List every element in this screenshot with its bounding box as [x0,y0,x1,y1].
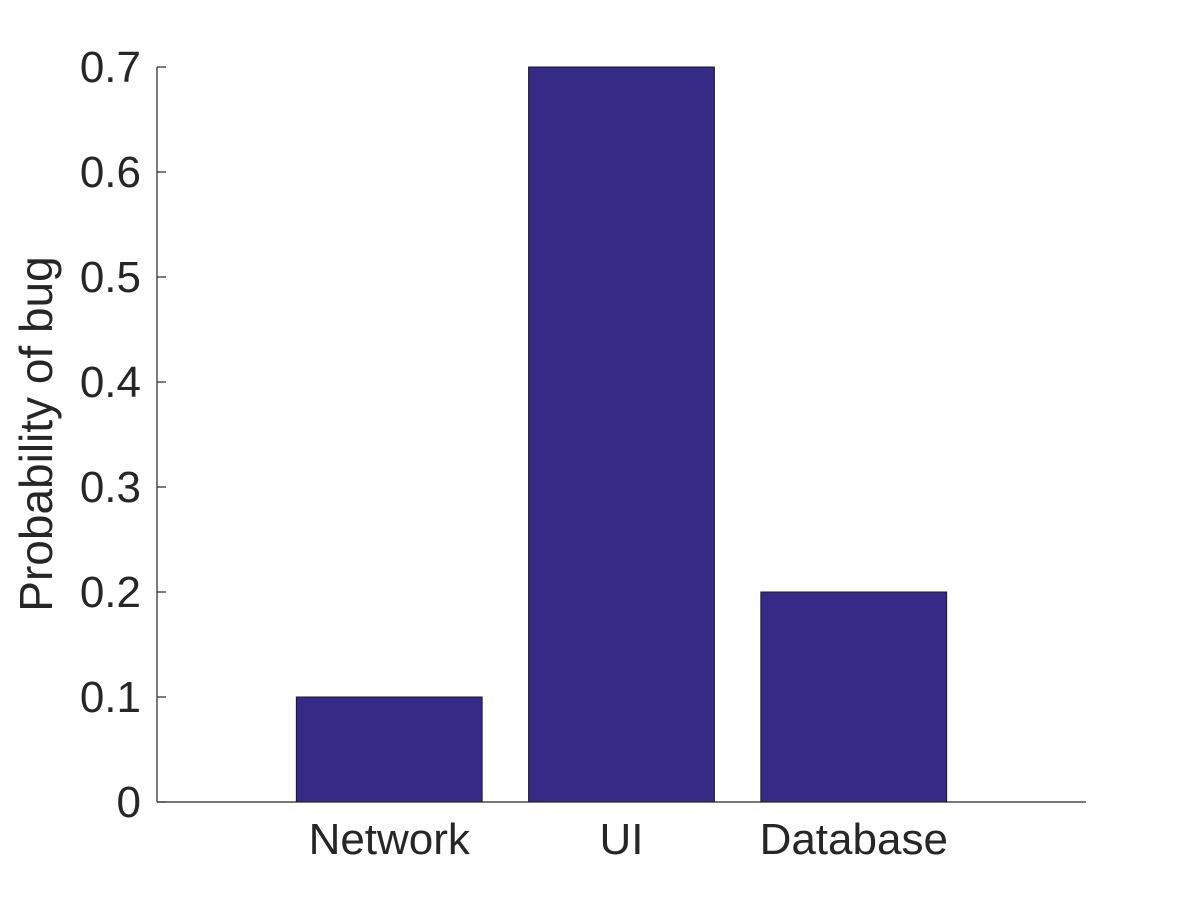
y-tick-label: 0.2 [80,568,141,617]
y-tick-label: 0 [117,778,141,827]
y-tick-label: 0.4 [80,358,141,407]
y-ticks-group: 0 0.1 0.2 0.3 0.4 0.5 0.6 0.7 [80,43,166,827]
x-tick-label-network: Network [309,815,471,864]
y-tick-label: 0.3 [80,463,141,512]
x-tick-label-ui: UI [600,815,644,864]
y-axis-title: Probability of bug [10,256,62,611]
y-tick-label: 0.5 [80,253,141,302]
bars-group [295,66,948,803]
y-tick-label: 0.6 [80,148,141,197]
bar-database [760,591,948,803]
x-tick-label-database: Database [760,815,948,864]
axes-group [156,67,1086,803]
y-tick-label: 0.7 [80,43,141,92]
y-tick-label: 0.1 [80,673,141,722]
bar-ui [528,66,715,803]
x-category-labels-group: Network UI Database [309,815,948,864]
bar-network [295,696,483,803]
